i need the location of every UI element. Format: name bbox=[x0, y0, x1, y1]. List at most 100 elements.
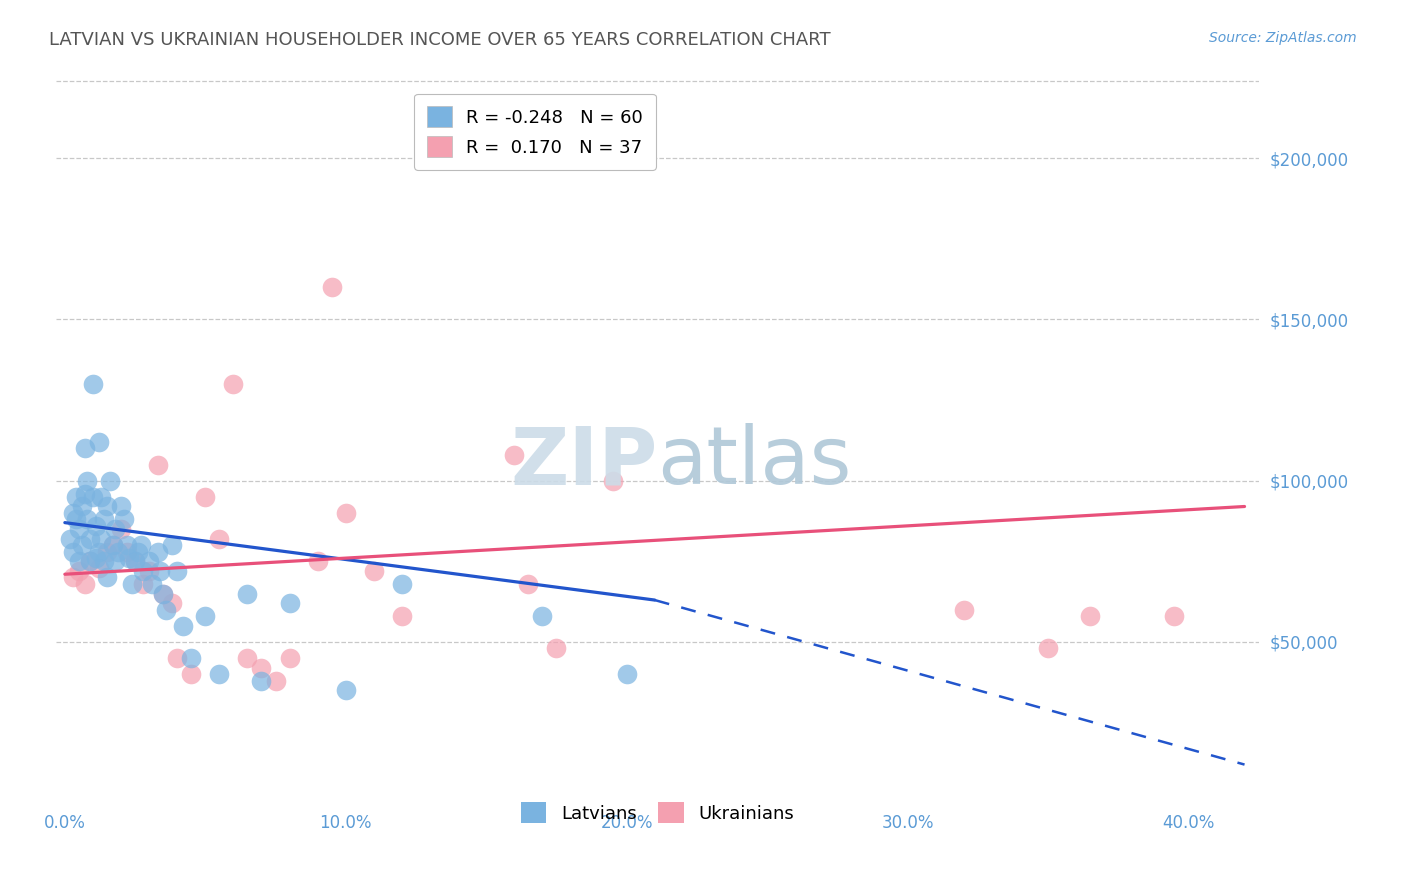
Point bbox=[172, 619, 194, 633]
Point bbox=[146, 544, 169, 558]
Point bbox=[112, 512, 135, 526]
Point bbox=[391, 609, 413, 624]
Point bbox=[208, 532, 231, 546]
Point bbox=[82, 490, 104, 504]
Point bbox=[132, 564, 155, 578]
Point bbox=[67, 554, 90, 568]
Point bbox=[160, 538, 183, 552]
Point bbox=[194, 490, 217, 504]
Point bbox=[152, 586, 174, 600]
Point bbox=[141, 577, 163, 591]
Point bbox=[503, 448, 526, 462]
Point bbox=[62, 544, 84, 558]
Point bbox=[118, 551, 141, 566]
Legend: Latvians, Ukrainians: Latvians, Ukrainians bbox=[510, 792, 804, 834]
Point bbox=[70, 500, 93, 514]
Point bbox=[160, 596, 183, 610]
Point bbox=[335, 683, 357, 698]
Point bbox=[278, 651, 301, 665]
Text: LATVIAN VS UKRAINIAN HOUSEHOLDER INCOME OVER 65 YEARS CORRELATION CHART: LATVIAN VS UKRAINIAN HOUSEHOLDER INCOME … bbox=[49, 31, 831, 49]
Point bbox=[124, 554, 146, 568]
Point bbox=[222, 376, 245, 391]
Point bbox=[138, 554, 160, 568]
Point bbox=[90, 532, 112, 546]
Point bbox=[107, 544, 129, 558]
Point bbox=[110, 522, 132, 536]
Point bbox=[90, 490, 112, 504]
Point bbox=[236, 586, 259, 600]
Point bbox=[517, 577, 540, 591]
Point bbox=[98, 474, 121, 488]
Point bbox=[96, 570, 118, 584]
Point bbox=[65, 490, 87, 504]
Point bbox=[104, 554, 127, 568]
Point bbox=[616, 667, 638, 681]
Point bbox=[1163, 609, 1185, 624]
Point bbox=[121, 577, 143, 591]
Point bbox=[65, 512, 87, 526]
Point bbox=[250, 661, 273, 675]
Point bbox=[115, 538, 138, 552]
Point bbox=[166, 651, 188, 665]
Point bbox=[101, 538, 124, 552]
Point bbox=[93, 512, 115, 526]
Point bbox=[87, 434, 110, 449]
Point bbox=[236, 651, 259, 665]
Point bbox=[110, 500, 132, 514]
Point bbox=[79, 554, 101, 568]
Point bbox=[531, 609, 554, 624]
Point bbox=[76, 512, 98, 526]
Point bbox=[250, 673, 273, 688]
Point bbox=[127, 544, 149, 558]
Text: Source: ZipAtlas.com: Source: ZipAtlas.com bbox=[1209, 31, 1357, 45]
Point bbox=[307, 554, 329, 568]
Point bbox=[82, 376, 104, 391]
Point bbox=[67, 522, 90, 536]
Point bbox=[62, 570, 84, 584]
Point bbox=[132, 577, 155, 591]
Text: ZIP: ZIP bbox=[510, 423, 658, 501]
Point bbox=[155, 603, 177, 617]
Point bbox=[335, 506, 357, 520]
Point bbox=[208, 667, 231, 681]
Point bbox=[87, 561, 110, 575]
Point bbox=[84, 519, 107, 533]
Point bbox=[104, 522, 127, 536]
Point bbox=[96, 500, 118, 514]
Point bbox=[124, 554, 146, 568]
Point bbox=[1078, 609, 1101, 624]
Point bbox=[363, 564, 385, 578]
Point bbox=[952, 603, 974, 617]
Point bbox=[152, 586, 174, 600]
Point bbox=[115, 544, 138, 558]
Point bbox=[79, 554, 101, 568]
Point bbox=[84, 551, 107, 566]
Point bbox=[101, 538, 124, 552]
Point bbox=[93, 554, 115, 568]
Point bbox=[602, 474, 624, 488]
Point bbox=[146, 458, 169, 472]
Point bbox=[278, 596, 301, 610]
Point bbox=[73, 577, 96, 591]
Point bbox=[194, 609, 217, 624]
Point bbox=[1036, 641, 1059, 656]
Point bbox=[76, 474, 98, 488]
Point bbox=[138, 564, 160, 578]
Point bbox=[67, 564, 90, 578]
Point bbox=[180, 667, 202, 681]
Point bbox=[70, 538, 93, 552]
Point bbox=[96, 544, 118, 558]
Point bbox=[59, 532, 82, 546]
Point bbox=[73, 486, 96, 500]
Point bbox=[149, 564, 172, 578]
Point bbox=[79, 532, 101, 546]
Point bbox=[87, 544, 110, 558]
Point bbox=[73, 442, 96, 456]
Point bbox=[166, 564, 188, 578]
Point bbox=[391, 577, 413, 591]
Point bbox=[546, 641, 568, 656]
Text: atlas: atlas bbox=[658, 423, 852, 501]
Point bbox=[62, 506, 84, 520]
Point bbox=[264, 673, 287, 688]
Point bbox=[129, 538, 152, 552]
